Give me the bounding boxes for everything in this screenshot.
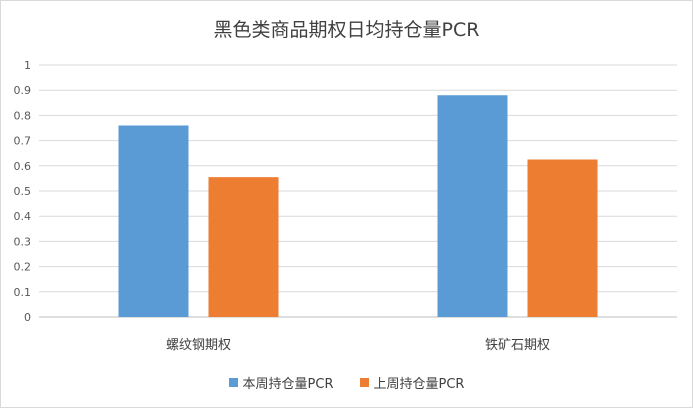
bar-last-week-1[interactable] — [527, 159, 598, 318]
chart-title: 黑色类商品期权日均持仓量PCR — [213, 19, 480, 41]
y-tick-label: 0 — [24, 311, 31, 324]
y-tick-label: 0.4 — [14, 210, 32, 223]
legend-swatch-last-week — [359, 378, 369, 387]
y-tick-label: 0.3 — [14, 235, 32, 248]
bar-last-week-0[interactable] — [208, 177, 279, 317]
y-tick-label: 0.1 — [14, 286, 32, 299]
legend-label-this-week: 本周持仓量PCR — [242, 377, 334, 392]
legend-item-this-week[interactable]: 本周持仓量PCR — [228, 373, 334, 392]
bar-this-week-0[interactable] — [118, 125, 189, 317]
legend-swatch-this-week — [228, 378, 238, 387]
legend-item-last-week[interactable]: 上周持仓量PCR — [359, 373, 465, 392]
bar-this-week-1[interactable] — [437, 95, 508, 318]
y-tick-label: 0.5 — [14, 185, 32, 198]
y-tick-label: 1 — [24, 59, 31, 72]
chart-legend: 本周持仓量PCR 上周持仓量PCR — [1, 373, 692, 392]
y-tick-label: 0.7 — [14, 135, 32, 148]
y-tick-label: 0.6 — [14, 160, 32, 173]
y-tick-label: 0.8 — [14, 109, 32, 122]
legend-label-last-week: 上周持仓量PCR — [373, 377, 465, 392]
x-category-label: 铁矿石期权 — [485, 337, 550, 353]
y-tick-label: 0.2 — [14, 261, 32, 274]
y-tick-label: 0.9 — [14, 84, 32, 97]
x-category-label: 螺纹钢期权 — [166, 337, 231, 353]
